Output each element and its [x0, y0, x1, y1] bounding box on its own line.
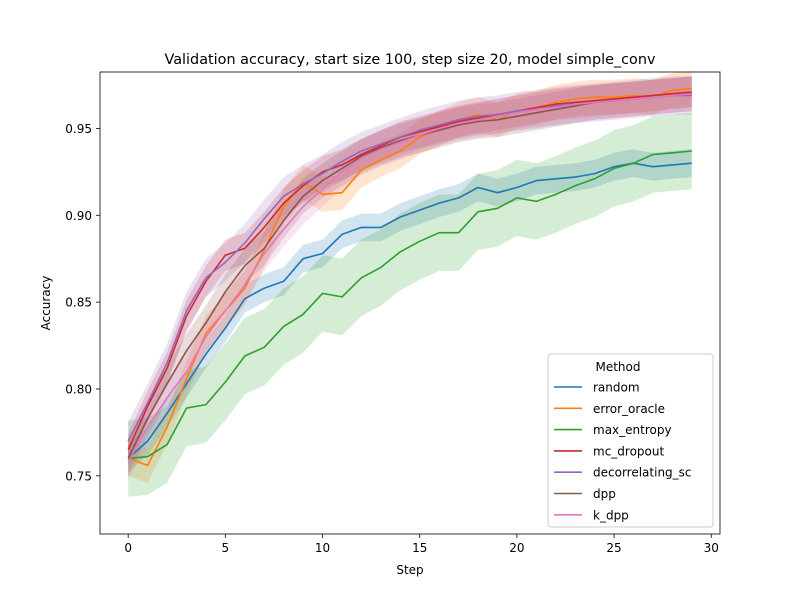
legend-label-mc_dropout: mc_dropout [593, 444, 664, 458]
y-tick-label: 0.90 [65, 209, 92, 223]
band-decorrelating_sc [128, 76, 692, 461]
legend-items: random error_oracle max_entropy mc_dropoutd… [554, 381, 692, 522]
x-tick-label: 30 [704, 541, 719, 555]
band-max_entropy [128, 112, 692, 497]
legend-box [547, 353, 714, 528]
line-mc_dropout [127, 91, 692, 451]
y-tick-label: 0.75 [65, 469, 92, 483]
legend-label-dpp: dpp [593, 487, 616, 501]
legend-label-random: random [593, 381, 640, 395]
line-k_dpp [127, 92, 692, 463]
x-tick-label: 0 [124, 541, 132, 555]
chart-title: Validation accuracy, start size 100, ste… [165, 52, 656, 68]
x-tick-label: 10 [315, 541, 330, 555]
series-lines [127, 87, 692, 467]
line-max_entropy [128, 150, 692, 460]
legend-title: Method [595, 360, 640, 374]
band-k_dpp [128, 76, 692, 480]
legend-label-k_dpp: k_dpp [593, 508, 629, 522]
legend-label-max_entropy: max_entropy [593, 423, 672, 437]
x-axis-label: Step [396, 563, 423, 577]
y-tick-label: 0.85 [65, 296, 92, 310]
legend-label-error_oracle: error_oracle [593, 402, 665, 416]
line-random [127, 162, 692, 459]
legend: Method random error_oracle max_entropy mc_d… [547, 353, 714, 528]
y-tick-label: 0.80 [65, 382, 92, 396]
band-dpp [128, 76, 692, 476]
legend-label-decorrelating_sc: decorrelating_sc [593, 466, 692, 480]
x-tick-label: 25 [606, 541, 621, 555]
x-axis-ticks: 0 5 10 15 20 25 30 [124, 534, 719, 555]
plot-frame [99, 71, 721, 535]
band-error_oracle [128, 71, 692, 483]
y-tick-label: 0.95 [65, 122, 92, 136]
y-axis-label: Accuracy [39, 276, 53, 331]
x-tick-label: 20 [509, 541, 524, 555]
x-tick-label: 15 [412, 541, 427, 555]
x-tick-label: 5 [222, 541, 230, 555]
y-axis-ticks: 0.75 0.80 0.85 0.90 0.95 [65, 122, 100, 483]
